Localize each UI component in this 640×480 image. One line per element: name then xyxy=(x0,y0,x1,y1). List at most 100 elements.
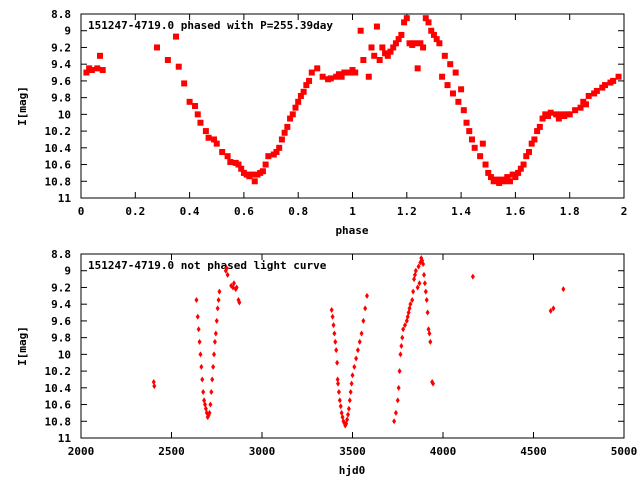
bottom-data-point xyxy=(424,297,429,303)
bottom-data-point xyxy=(398,351,403,358)
bottom-y-tick-label: 10.8 xyxy=(45,415,72,428)
top-data-point xyxy=(585,92,592,99)
top-y-axis-label: I[mag] xyxy=(16,86,29,126)
bottom-data-point xyxy=(196,326,201,333)
bottom-data-point xyxy=(402,322,407,329)
bottom-data-point xyxy=(421,271,426,278)
top-data-point xyxy=(197,119,204,126)
bottom-data-point xyxy=(355,347,360,354)
top-data-point xyxy=(531,136,538,143)
bottom-x-tick-label: 4500 xyxy=(520,445,547,458)
top-data-point xyxy=(555,115,562,122)
top-data-point xyxy=(436,40,443,47)
top-y-tick-label: 8.8 xyxy=(51,8,71,21)
top-data-point xyxy=(287,115,294,122)
top-data-point xyxy=(205,134,212,141)
bottom-data-point xyxy=(393,409,398,416)
top-data-point xyxy=(99,67,106,74)
bottom-data-point xyxy=(330,313,335,320)
top-data-point xyxy=(88,67,95,74)
top-data-point xyxy=(463,119,470,126)
bottom-data-point xyxy=(470,273,475,280)
top-data-point xyxy=(610,77,617,84)
top-data-point xyxy=(376,57,383,63)
bottom-data-point xyxy=(338,403,343,410)
top-data-point xyxy=(493,176,500,183)
top-data-point xyxy=(553,111,560,118)
top-data-point xyxy=(365,73,372,80)
bottom-data-point xyxy=(332,330,337,337)
bottom-data-point xyxy=(208,401,213,408)
bottom-data-point xyxy=(201,389,206,395)
top-data-point xyxy=(449,90,456,97)
top-data-point xyxy=(577,104,584,111)
top-axis-ticks: 0 0.2 0.4 0.6 0.8 1 1.2 1.4 1.6 1.8 2 8.8 9 9.2 9.4 9.6… xyxy=(45,8,628,218)
phased-light-curve-panel: 151247-4719.0 phased with P=255.39day ph… xyxy=(16,8,627,237)
top-y-tick-label: 9.6 xyxy=(51,75,71,88)
bottom-data-point xyxy=(411,288,416,295)
top-data-point xyxy=(582,101,589,108)
top-data-point xyxy=(352,69,359,76)
top-data-point xyxy=(227,159,234,166)
bottom-data-point xyxy=(224,265,229,272)
bottom-data-point xyxy=(210,376,215,383)
bottom-data-point xyxy=(347,397,352,404)
top-data-point xyxy=(441,52,448,59)
top-data-points xyxy=(83,15,622,186)
bottom-data-point xyxy=(217,288,222,295)
top-data-point xyxy=(360,57,367,63)
top-data-point xyxy=(97,52,104,59)
bottom-data-point xyxy=(211,363,216,370)
top-data-point xyxy=(278,136,285,143)
top-chart-title: 151247-4719.0 phased with P=255.39day xyxy=(88,19,333,32)
top-data-point xyxy=(259,168,266,175)
top-data-point xyxy=(477,153,484,160)
bottom-data-point xyxy=(200,376,205,383)
top-data-point xyxy=(496,179,503,186)
bottom-y-tick-label: 9.8 xyxy=(51,332,71,345)
bottom-data-point xyxy=(428,338,433,345)
top-data-point xyxy=(447,61,454,68)
top-x-tick-label: 2 xyxy=(621,205,628,218)
bottom-data-point xyxy=(334,347,339,354)
top-data-point xyxy=(192,103,199,109)
bottom-data-point xyxy=(237,299,242,306)
bottom-y-tick-label: 11 xyxy=(58,432,72,445)
bottom-data-point xyxy=(207,409,212,416)
top-data-point xyxy=(411,40,418,47)
top-data-point xyxy=(357,27,364,34)
bottom-y-tick-label: 9 xyxy=(64,265,71,278)
top-data-point xyxy=(373,23,380,30)
top-data-point xyxy=(482,161,489,168)
bottom-data-point xyxy=(225,271,230,278)
bottom-x-tick-label: 4000 xyxy=(430,445,457,458)
bottom-data-point xyxy=(361,317,366,324)
bottom-data-point xyxy=(413,267,418,274)
top-data-point xyxy=(539,115,546,122)
top-y-tick-label: 10.6 xyxy=(45,159,72,172)
top-data-point xyxy=(338,73,345,80)
bottom-y-axis-label: I[mag] xyxy=(16,326,29,366)
top-data-point xyxy=(515,169,522,176)
top-data-point xyxy=(485,169,492,176)
top-data-point xyxy=(458,86,465,93)
top-x-tick-label: 0.2 xyxy=(125,205,145,218)
bottom-data-point xyxy=(352,363,357,370)
top-data-point xyxy=(308,69,315,76)
bottom-data-point xyxy=(195,313,200,320)
bottom-data-point xyxy=(415,284,420,291)
bottom-data-point xyxy=(335,359,340,366)
bottom-data-point xyxy=(346,405,351,412)
top-data-point xyxy=(452,69,459,76)
top-data-point xyxy=(83,69,90,76)
top-data-point xyxy=(297,92,304,99)
bottom-x-axis-label: hjd0 xyxy=(339,464,366,477)
top-data-point xyxy=(414,65,421,72)
top-data-point xyxy=(251,178,258,185)
top-y-tick-label: 10.2 xyxy=(45,125,72,138)
bottom-data-point xyxy=(331,322,336,329)
top-data-point xyxy=(273,149,280,155)
top-data-point xyxy=(194,111,201,118)
bottom-chart-title: 151247-4719.0 not phased light curve xyxy=(88,259,327,272)
